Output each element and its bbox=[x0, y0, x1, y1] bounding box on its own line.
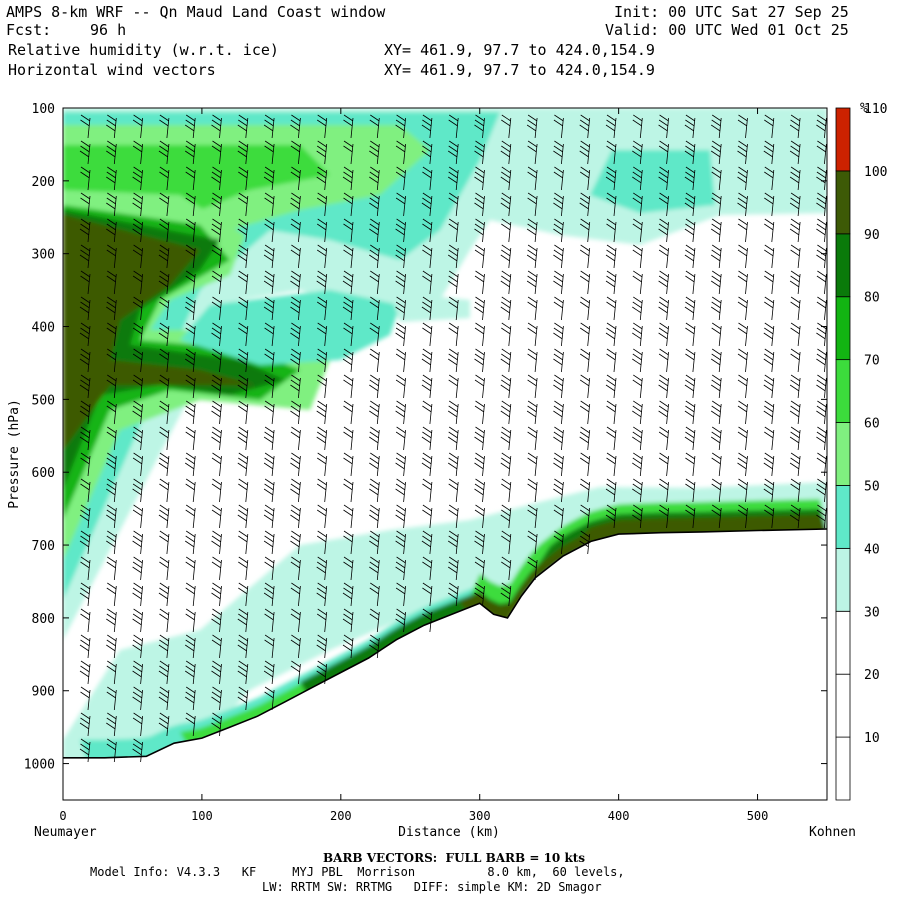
field2-xy: XY= 461.9, 97.7 to 424.0,154.9 bbox=[384, 61, 655, 79]
field1-name: Relative humidity (w.r.t. ice) bbox=[8, 41, 279, 59]
y-tick-label: 100 bbox=[32, 102, 55, 117]
colorbar-bin bbox=[835, 170, 851, 235]
rh-lower-40 bbox=[80, 511, 827, 762]
colorbar-bin bbox=[835, 547, 851, 612]
colorbar-tick-label: 110 bbox=[864, 102, 887, 117]
y-tick-label: 200 bbox=[32, 175, 55, 190]
colorbar-bin bbox=[835, 610, 851, 675]
colorbar-bin bbox=[835, 422, 851, 486]
below-terrain-mask bbox=[63, 529, 827, 800]
wind-barbs bbox=[79, 114, 827, 763]
colorbar-tick-label: 10 bbox=[864, 731, 880, 746]
y-tick-label: 300 bbox=[32, 248, 55, 263]
barb-note: BARB VECTORS: FULL BARB = 10 kts bbox=[323, 851, 586, 865]
barb-paths bbox=[79, 114, 827, 763]
colorbar-tick-label: 50 bbox=[864, 479, 880, 494]
colorbar-bin bbox=[835, 233, 851, 298]
colorbar-unit: % bbox=[860, 101, 868, 116]
colorbar-bin bbox=[835, 359, 851, 423]
y-tick-label: 700 bbox=[32, 539, 55, 554]
colorbar-tick-label: 90 bbox=[864, 228, 880, 243]
colorbar-tick-label: 80 bbox=[864, 291, 880, 306]
colorbar-tick-label: 60 bbox=[864, 417, 880, 432]
plot-frame bbox=[62, 107, 828, 801]
terrain-surface-line bbox=[63, 528, 827, 759]
humidity-field bbox=[63, 108, 827, 800]
physics-info: LW: RRTM SW: RRTMG DIFF: simple KM: 2D S… bbox=[262, 880, 602, 894]
x-tick-label: 0 bbox=[59, 809, 66, 823]
colorbar-bin bbox=[835, 107, 851, 172]
valid-time: Valid: 00 UTC Wed 01 Oct 25 bbox=[605, 21, 849, 39]
x-tick-label: 300 bbox=[469, 809, 491, 823]
y-tick-label: 900 bbox=[32, 685, 55, 700]
x-tick-label: 200 bbox=[330, 809, 352, 823]
x-start-label: Neumayer bbox=[34, 825, 97, 840]
y-axis-label: Pressure (hPa) bbox=[7, 399, 22, 509]
colorbar-bin bbox=[835, 296, 851, 361]
forecast-label: Fcst: bbox=[6, 21, 52, 39]
colorbar-tick-label: 20 bbox=[864, 668, 880, 683]
chart-title: AMPS 8-km WRF -- Qn Maud Land Coast wind… bbox=[6, 3, 386, 21]
y-axis: 100 200 300 400 500 600 700 800 900 1000 bbox=[24, 102, 827, 773]
colorbar-tick-label: 30 bbox=[864, 605, 880, 620]
x-tick-label: 500 bbox=[747, 809, 769, 823]
x-axis: 0 100 200 300 400 500 bbox=[59, 108, 768, 823]
rh-upper-patch-40 bbox=[590, 150, 715, 213]
colorbar-bin bbox=[835, 673, 851, 738]
colorbar: 10 20 30 40 50 60 70 80 90 100 110% bbox=[835, 101, 887, 801]
x-end-label: Kohnen bbox=[809, 825, 856, 840]
colorbar-tick-label: 70 bbox=[864, 354, 880, 369]
y-tick-label: 800 bbox=[32, 612, 55, 627]
colorbar-bin bbox=[835, 736, 851, 801]
y-tick-label: 400 bbox=[32, 321, 55, 336]
x-axis-label: Distance (km) bbox=[398, 825, 500, 840]
field1-xy: XY= 461.9, 97.7 to 424.0,154.9 bbox=[384, 41, 655, 59]
colorbar-tick-label: 40 bbox=[864, 542, 880, 557]
x-tick-label: 400 bbox=[608, 809, 630, 823]
model-info: Model Info: V4.3.3 KF MYJ PBL Morrison 8… bbox=[90, 865, 625, 879]
colorbar-tick-label: 100 bbox=[864, 165, 887, 180]
y-tick-label: 500 bbox=[32, 393, 55, 408]
forecast-hours: 96 h bbox=[90, 21, 127, 39]
y-tick-label: 1000 bbox=[24, 758, 55, 773]
x-tick-label: 100 bbox=[191, 809, 213, 823]
y-tick-label: 600 bbox=[32, 466, 55, 481]
init-time: Init: 00 UTC Sat 27 Sep 25 bbox=[614, 3, 849, 21]
colorbar-bin bbox=[835, 485, 851, 549]
field2-name: Horizontal wind vectors bbox=[8, 61, 216, 79]
